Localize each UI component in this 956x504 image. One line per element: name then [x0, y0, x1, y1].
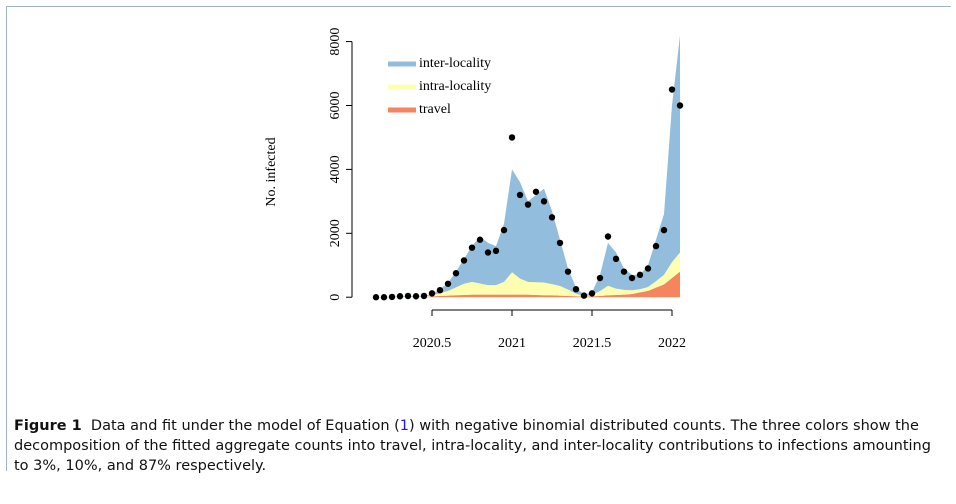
y-tick-label: 2000 [328, 219, 343, 247]
data-point [404, 292, 412, 300]
figure-frame [6, 6, 951, 471]
x-tick-label: 2022 [658, 336, 686, 351]
data-point [436, 286, 444, 294]
data-point [572, 286, 580, 293]
area [376, 252, 680, 298]
y-tick-label: 6000 [328, 91, 343, 119]
data-point [372, 294, 380, 301]
legend-label: inter-locality [419, 56, 491, 71]
data-point [556, 239, 564, 247]
data-point [668, 86, 676, 93]
data-point [628, 274, 636, 282]
legend-label: intra-locality [419, 79, 491, 94]
data-point [516, 191, 524, 199]
y-tick-label: 8000 [328, 28, 343, 56]
data-point [396, 293, 404, 300]
data-point [380, 294, 388, 301]
data-point [580, 292, 588, 299]
data-point [652, 242, 660, 250]
data-point [492, 247, 500, 255]
x-tick-label: 2021 [498, 336, 526, 351]
data-point [644, 265, 652, 272]
data-point [444, 280, 452, 287]
data-point [388, 293, 396, 301]
y-axis-label: No. infected [264, 137, 279, 206]
y-tick-label: 4000 [328, 155, 343, 183]
data-point [540, 198, 548, 205]
data-point [508, 134, 516, 141]
data-point [660, 226, 668, 234]
area [376, 35, 680, 298]
y-tick-label: 0 [328, 294, 343, 301]
data-point [596, 274, 604, 282]
area [376, 271, 680, 298]
data-point [612, 255, 620, 263]
data-point [460, 257, 468, 264]
data-point [484, 249, 492, 256]
data-point [420, 292, 428, 300]
data-point [676, 102, 684, 109]
data-point [564, 268, 572, 275]
data-point [428, 290, 436, 297]
data-point [604, 233, 612, 240]
caption: Figure 1 Data and fit under the model of… [14, 416, 946, 476]
legend-label: travel [419, 102, 451, 117]
data-point [452, 270, 460, 277]
data-point [468, 244, 476, 251]
data-point [532, 188, 540, 195]
x-tick-label: 2020.5 [413, 336, 452, 351]
data-point [476, 236, 484, 243]
x-tick-label: 2021.5 [573, 336, 612, 351]
data-point [412, 293, 420, 300]
data-point [636, 271, 644, 279]
data-point [500, 226, 508, 234]
data-point [524, 201, 532, 208]
data-point [620, 268, 628, 275]
data-point [548, 214, 556, 221]
data-point [588, 290, 596, 297]
caption-label: Figure 1 [14, 418, 82, 434]
caption-text: Data and fit under the model of Equation… [90, 418, 400, 434]
equation-ref[interactable]: 1 [399, 418, 410, 434]
caption-text: ) with negative binomial distributed cou… [14, 418, 931, 474]
chart: No. infected 0 2000 4000 6000 8000 2020.5 2021… [264, 28, 686, 352]
